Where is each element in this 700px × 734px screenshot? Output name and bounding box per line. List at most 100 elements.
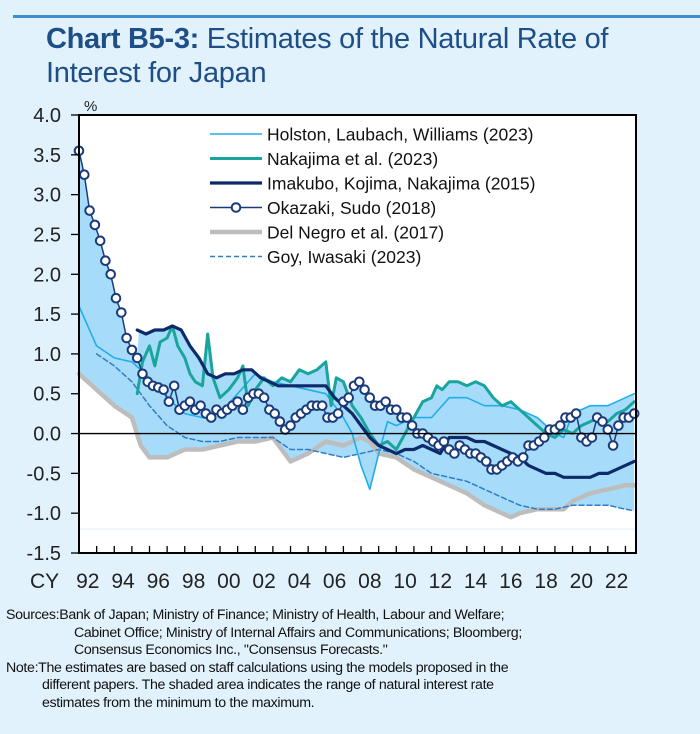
data-point xyxy=(391,404,402,416)
data-point xyxy=(539,432,550,443)
chart-number: Chart B5-3: xyxy=(46,23,199,55)
data-point xyxy=(110,292,122,304)
legend-label: Holston, Laubach, Williams (2023) xyxy=(267,125,534,145)
data-point xyxy=(131,352,143,364)
chart-title-text: Estimates of the Natural Rate of Interes… xyxy=(46,23,609,89)
y-tick-label: 3.0 xyxy=(33,185,61,207)
data-point xyxy=(554,420,566,431)
data-point xyxy=(449,448,460,459)
sources-label: Sources: xyxy=(6,607,60,623)
legend: Holston, Laubach, Williams (2023) Nakajim… xyxy=(210,125,535,267)
data-point xyxy=(438,436,450,447)
y-tick-label: 4.0 xyxy=(33,105,61,127)
data-point xyxy=(354,376,365,388)
data-point xyxy=(401,412,413,423)
legend-item-delnegro: Del Negro et al. (2017) xyxy=(210,223,444,243)
x-tick-label: 14 xyxy=(464,570,488,593)
data-point xyxy=(79,169,90,180)
x-axis-prefix: CY xyxy=(30,570,59,593)
footnotes: Sources: Bank of Japan; Ministry of Fina… xyxy=(6,607,696,712)
data-point xyxy=(586,432,598,443)
x-tick-label: 10 xyxy=(393,570,416,593)
data-point xyxy=(105,269,116,280)
sources-line-1: Bank of Japan; Ministry of Finance; Mini… xyxy=(59,607,505,623)
y-tick-label: 1.5 xyxy=(33,304,61,326)
series-line-nakajima xyxy=(135,324,636,451)
data-point xyxy=(89,219,101,231)
series-line-imakubo xyxy=(135,324,636,479)
plot-frame xyxy=(78,114,637,554)
note-label: Note: xyxy=(6,659,39,676)
note-line-2: different papers. The shaded area indica… xyxy=(42,677,494,693)
legend-marker xyxy=(230,202,242,213)
shaded-range-band xyxy=(79,150,635,518)
x-tick-label: 08 xyxy=(358,570,381,593)
legend-label: Nakajima et al. (2023) xyxy=(267,149,438,169)
data-point xyxy=(274,416,286,427)
legend-item-hlw: Holston, Laubach, Williams (2023) xyxy=(210,125,534,145)
data-point xyxy=(126,344,138,356)
data-point xyxy=(406,420,418,431)
data-point xyxy=(163,396,175,408)
range-band-area xyxy=(79,150,635,518)
data-point xyxy=(570,408,582,419)
series-imakubo xyxy=(135,324,636,479)
x-tick-label: 98 xyxy=(182,570,205,593)
legend-label: Imakubo, Kojima, Nakajima (2015) xyxy=(267,174,535,194)
x-tick-label: 22 xyxy=(605,570,628,593)
data-point xyxy=(116,307,127,318)
data-point xyxy=(364,392,376,404)
data-point xyxy=(380,396,392,408)
x-tick-label: 18 xyxy=(534,570,557,593)
x-tick-label: 96 xyxy=(147,570,170,593)
x-tick-label: 94 xyxy=(111,570,135,593)
legend-item-imakubo: Imakubo, Kojima, Nakajima (2015) xyxy=(210,174,535,194)
y-tick-label: 2.0 xyxy=(33,264,61,286)
legend-label: Goy, Iwasaki (2023) xyxy=(267,247,421,267)
legend-item-nakajima: Nakajima et al. (2023) xyxy=(210,149,438,169)
data-point xyxy=(343,392,355,404)
series-goy xyxy=(95,353,635,512)
x-tick-label: 04 xyxy=(288,570,312,593)
data-point xyxy=(232,396,243,408)
y-tick-label: -1.5 xyxy=(27,543,61,565)
series-line-goy xyxy=(95,353,635,512)
data-point xyxy=(359,384,370,396)
sources: Sources: Bank of Japan; Ministry of Fina… xyxy=(6,607,696,625)
data-point xyxy=(237,404,249,416)
data-point xyxy=(269,408,281,419)
legend-item-goy: Goy, Iwasaki (2023) xyxy=(210,247,421,267)
sources-line-2: Cabinet Office; Ministry of Internal Aff… xyxy=(74,624,522,641)
series-nakajima xyxy=(135,324,636,451)
data-point xyxy=(258,392,270,404)
x-tick-label: 12 xyxy=(429,570,452,593)
data-point xyxy=(168,380,180,392)
data-point xyxy=(613,420,624,431)
data-point xyxy=(285,420,296,431)
y-tick-label: 2.5 xyxy=(33,224,61,246)
y-tick-label: -1.0 xyxy=(27,503,61,525)
note: Note: The estimates are based on staff c… xyxy=(6,660,696,678)
y-axis-unit: % xyxy=(84,98,97,115)
data-point xyxy=(205,412,217,423)
y-tick-label: 0.0 xyxy=(33,424,61,446)
header-rule xyxy=(13,15,700,18)
data-point xyxy=(480,456,492,467)
legend-item-okazaki: Okazaki, Sudo (2018) xyxy=(210,198,436,218)
chart-title: Chart B5-3: Estimates of the Natural Rat… xyxy=(46,22,686,90)
x-tick-label: 06 xyxy=(323,570,346,593)
note-line-1: The estimates are based on staff calcula… xyxy=(38,659,509,676)
chart: 4.03.53.02.52.01.51.00.50.0-0.5-1.0-1.5 … xyxy=(27,98,640,593)
y-tick-label: 1.0 xyxy=(33,344,61,366)
data-point xyxy=(607,440,619,451)
data-point xyxy=(137,368,148,380)
data-point xyxy=(332,408,344,419)
data-point xyxy=(597,416,608,427)
legend-label: Okazaki, Sudo (2018) xyxy=(267,198,436,218)
data-point xyxy=(94,235,106,247)
y-tick-label: 3.5 xyxy=(33,145,61,167)
x-tick-label: 02 xyxy=(252,570,275,593)
data-point xyxy=(84,205,95,216)
data-point xyxy=(628,408,640,419)
note-line-3: estimates from the minimum to the maximu… xyxy=(42,694,315,711)
